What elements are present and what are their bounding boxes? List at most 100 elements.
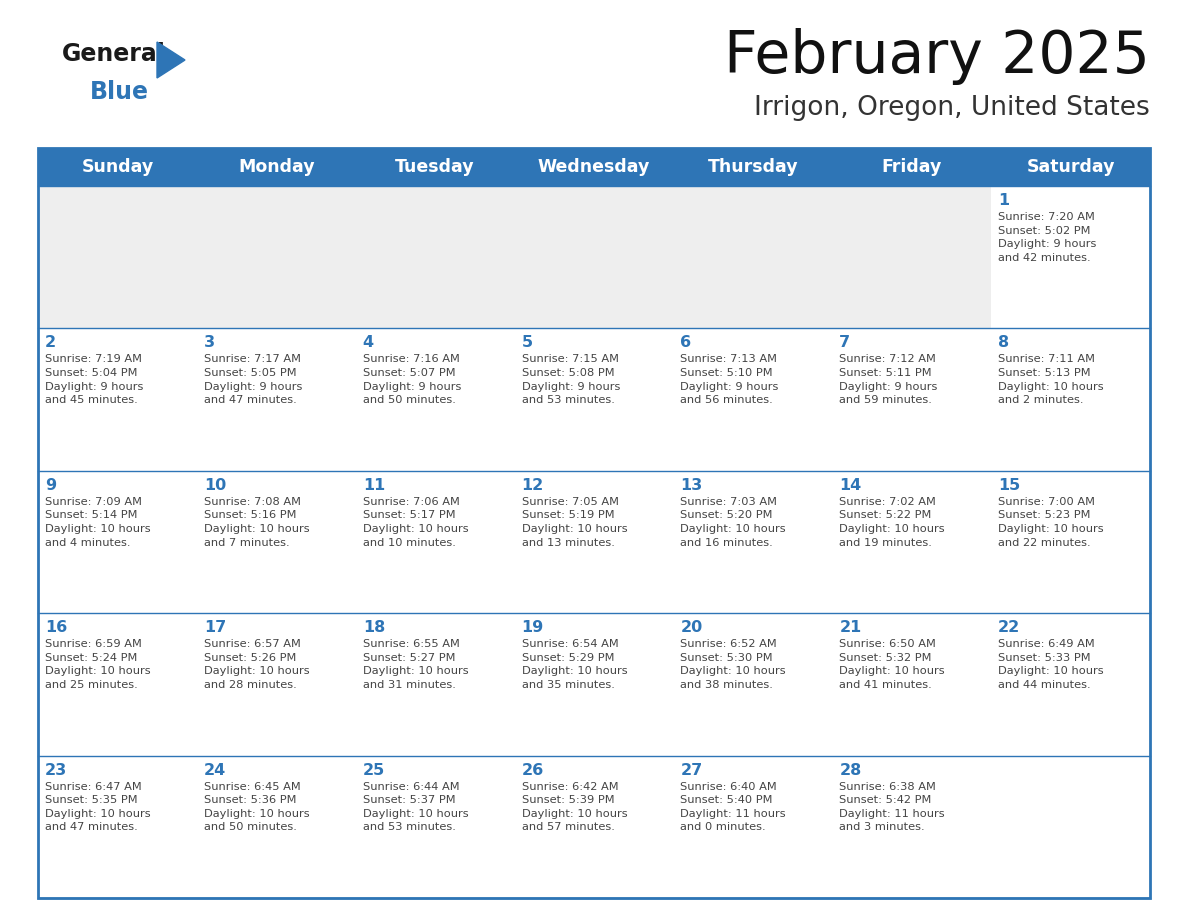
Bar: [833, 329, 991, 471]
Text: Saturday: Saturday: [1026, 158, 1114, 176]
Bar: [38, 329, 197, 471]
Bar: [355, 329, 514, 471]
Text: Sunrise: 7:11 AM
Sunset: 5:13 PM
Daylight: 10 hours
and 2 minutes.: Sunrise: 7:11 AM Sunset: 5:13 PM Dayligh…: [998, 354, 1104, 405]
Text: Blue: Blue: [90, 80, 148, 104]
Text: 11: 11: [362, 477, 385, 493]
Text: 26: 26: [522, 763, 544, 778]
Text: 24: 24: [204, 763, 226, 778]
Polygon shape: [157, 42, 185, 78]
Bar: [833, 186, 991, 329]
Text: Wednesday: Wednesday: [538, 158, 650, 176]
Text: 7: 7: [839, 335, 851, 351]
Text: Sunday: Sunday: [81, 158, 153, 176]
Bar: [197, 613, 355, 756]
Text: Monday: Monday: [238, 158, 315, 176]
Text: February 2025: February 2025: [725, 28, 1150, 85]
Bar: [674, 756, 833, 898]
Bar: [514, 756, 674, 898]
Bar: [674, 471, 833, 613]
Bar: [991, 613, 1150, 756]
Text: Sunrise: 7:08 AM
Sunset: 5:16 PM
Daylight: 10 hours
and 7 minutes.: Sunrise: 7:08 AM Sunset: 5:16 PM Dayligh…: [204, 497, 310, 548]
Bar: [197, 471, 355, 613]
Bar: [355, 756, 514, 898]
Text: Sunrise: 7:13 AM
Sunset: 5:10 PM
Daylight: 9 hours
and 56 minutes.: Sunrise: 7:13 AM Sunset: 5:10 PM Dayligh…: [681, 354, 779, 405]
Text: Irrigon, Oregon, United States: Irrigon, Oregon, United States: [754, 95, 1150, 121]
Bar: [514, 471, 674, 613]
Text: 13: 13: [681, 477, 702, 493]
Text: Sunrise: 7:17 AM
Sunset: 5:05 PM
Daylight: 9 hours
and 47 minutes.: Sunrise: 7:17 AM Sunset: 5:05 PM Dayligh…: [204, 354, 302, 405]
Text: 3: 3: [204, 335, 215, 351]
Bar: [197, 186, 355, 329]
Text: 27: 27: [681, 763, 702, 778]
Text: Sunrise: 7:02 AM
Sunset: 5:22 PM
Daylight: 10 hours
and 19 minutes.: Sunrise: 7:02 AM Sunset: 5:22 PM Dayligh…: [839, 497, 944, 548]
Text: 12: 12: [522, 477, 544, 493]
Bar: [833, 756, 991, 898]
Text: 14: 14: [839, 477, 861, 493]
Bar: [991, 471, 1150, 613]
Bar: [991, 329, 1150, 471]
Bar: [514, 613, 674, 756]
Text: 23: 23: [45, 763, 68, 778]
Text: 5: 5: [522, 335, 532, 351]
Text: Sunrise: 6:52 AM
Sunset: 5:30 PM
Daylight: 10 hours
and 38 minutes.: Sunrise: 6:52 AM Sunset: 5:30 PM Dayligh…: [681, 639, 786, 690]
Text: Sunrise: 7:20 AM
Sunset: 5:02 PM
Daylight: 9 hours
and 42 minutes.: Sunrise: 7:20 AM Sunset: 5:02 PM Dayligh…: [998, 212, 1097, 263]
Bar: [674, 329, 833, 471]
Text: 10: 10: [204, 477, 226, 493]
Bar: [38, 148, 1150, 186]
Text: Sunrise: 6:42 AM
Sunset: 5:39 PM
Daylight: 10 hours
and 57 minutes.: Sunrise: 6:42 AM Sunset: 5:39 PM Dayligh…: [522, 781, 627, 833]
Text: 1: 1: [998, 193, 1010, 208]
Text: 19: 19: [522, 621, 544, 635]
Text: 25: 25: [362, 763, 385, 778]
Text: Sunrise: 7:05 AM
Sunset: 5:19 PM
Daylight: 10 hours
and 13 minutes.: Sunrise: 7:05 AM Sunset: 5:19 PM Dayligh…: [522, 497, 627, 548]
Bar: [197, 329, 355, 471]
Text: Sunrise: 7:15 AM
Sunset: 5:08 PM
Daylight: 9 hours
and 53 minutes.: Sunrise: 7:15 AM Sunset: 5:08 PM Dayligh…: [522, 354, 620, 405]
Text: 28: 28: [839, 763, 861, 778]
Bar: [514, 329, 674, 471]
Text: Sunrise: 6:38 AM
Sunset: 5:42 PM
Daylight: 11 hours
and 3 minutes.: Sunrise: 6:38 AM Sunset: 5:42 PM Dayligh…: [839, 781, 944, 833]
Bar: [833, 613, 991, 756]
Bar: [355, 613, 514, 756]
Text: Sunrise: 7:19 AM
Sunset: 5:04 PM
Daylight: 9 hours
and 45 minutes.: Sunrise: 7:19 AM Sunset: 5:04 PM Dayligh…: [45, 354, 144, 405]
Text: Friday: Friday: [881, 158, 942, 176]
Text: Sunrise: 6:40 AM
Sunset: 5:40 PM
Daylight: 11 hours
and 0 minutes.: Sunrise: 6:40 AM Sunset: 5:40 PM Dayligh…: [681, 781, 786, 833]
Text: Sunrise: 6:49 AM
Sunset: 5:33 PM
Daylight: 10 hours
and 44 minutes.: Sunrise: 6:49 AM Sunset: 5:33 PM Dayligh…: [998, 639, 1104, 690]
Bar: [514, 186, 674, 329]
Text: Sunrise: 6:59 AM
Sunset: 5:24 PM
Daylight: 10 hours
and 25 minutes.: Sunrise: 6:59 AM Sunset: 5:24 PM Dayligh…: [45, 639, 151, 690]
Bar: [38, 471, 197, 613]
Text: 4: 4: [362, 335, 374, 351]
Bar: [38, 186, 197, 329]
Text: 8: 8: [998, 335, 1010, 351]
Text: Sunrise: 7:12 AM
Sunset: 5:11 PM
Daylight: 9 hours
and 59 minutes.: Sunrise: 7:12 AM Sunset: 5:11 PM Dayligh…: [839, 354, 937, 405]
Text: Sunrise: 7:06 AM
Sunset: 5:17 PM
Daylight: 10 hours
and 10 minutes.: Sunrise: 7:06 AM Sunset: 5:17 PM Dayligh…: [362, 497, 468, 548]
Text: Sunrise: 7:16 AM
Sunset: 5:07 PM
Daylight: 9 hours
and 50 minutes.: Sunrise: 7:16 AM Sunset: 5:07 PM Dayligh…: [362, 354, 461, 405]
Text: General: General: [62, 42, 166, 66]
Text: Sunrise: 6:45 AM
Sunset: 5:36 PM
Daylight: 10 hours
and 50 minutes.: Sunrise: 6:45 AM Sunset: 5:36 PM Dayligh…: [204, 781, 310, 833]
Bar: [674, 613, 833, 756]
Text: Sunrise: 6:50 AM
Sunset: 5:32 PM
Daylight: 10 hours
and 41 minutes.: Sunrise: 6:50 AM Sunset: 5:32 PM Dayligh…: [839, 639, 944, 690]
Text: 15: 15: [998, 477, 1020, 493]
Text: Sunrise: 7:09 AM
Sunset: 5:14 PM
Daylight: 10 hours
and 4 minutes.: Sunrise: 7:09 AM Sunset: 5:14 PM Dayligh…: [45, 497, 151, 548]
Text: 21: 21: [839, 621, 861, 635]
Text: Sunrise: 6:57 AM
Sunset: 5:26 PM
Daylight: 10 hours
and 28 minutes.: Sunrise: 6:57 AM Sunset: 5:26 PM Dayligh…: [204, 639, 310, 690]
Bar: [674, 186, 833, 329]
Text: Sunrise: 6:55 AM
Sunset: 5:27 PM
Daylight: 10 hours
and 31 minutes.: Sunrise: 6:55 AM Sunset: 5:27 PM Dayligh…: [362, 639, 468, 690]
Text: Tuesday: Tuesday: [396, 158, 475, 176]
Bar: [991, 186, 1150, 329]
Text: Sunrise: 6:47 AM
Sunset: 5:35 PM
Daylight: 10 hours
and 47 minutes.: Sunrise: 6:47 AM Sunset: 5:35 PM Dayligh…: [45, 781, 151, 833]
Bar: [38, 613, 197, 756]
Bar: [38, 148, 1150, 898]
Text: 22: 22: [998, 621, 1020, 635]
Text: 6: 6: [681, 335, 691, 351]
Bar: [355, 471, 514, 613]
Text: Thursday: Thursday: [708, 158, 798, 176]
Bar: [833, 471, 991, 613]
Text: 17: 17: [204, 621, 226, 635]
Bar: [197, 756, 355, 898]
Text: Sunrise: 6:44 AM
Sunset: 5:37 PM
Daylight: 10 hours
and 53 minutes.: Sunrise: 6:44 AM Sunset: 5:37 PM Dayligh…: [362, 781, 468, 833]
Text: 9: 9: [45, 477, 56, 493]
Text: 16: 16: [45, 621, 68, 635]
Text: Sunrise: 6:54 AM
Sunset: 5:29 PM
Daylight: 10 hours
and 35 minutes.: Sunrise: 6:54 AM Sunset: 5:29 PM Dayligh…: [522, 639, 627, 690]
Text: 18: 18: [362, 621, 385, 635]
Text: Sunrise: 7:03 AM
Sunset: 5:20 PM
Daylight: 10 hours
and 16 minutes.: Sunrise: 7:03 AM Sunset: 5:20 PM Dayligh…: [681, 497, 786, 548]
Text: 2: 2: [45, 335, 56, 351]
